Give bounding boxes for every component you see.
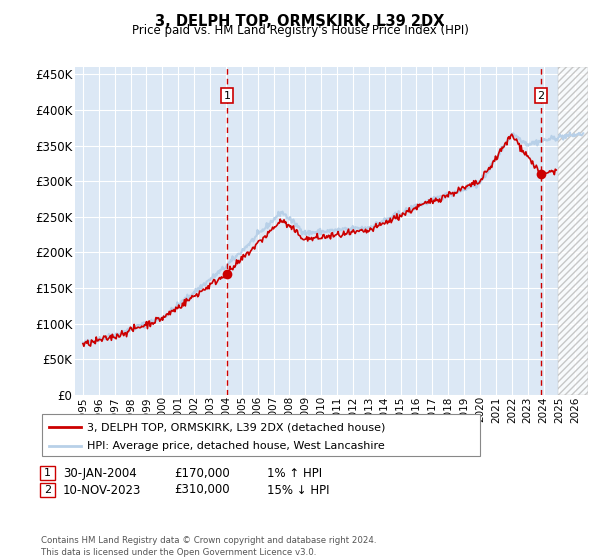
Text: 3, DELPH TOP, ORMSKIRK, L39 2DX (detached house): 3, DELPH TOP, ORMSKIRK, L39 2DX (detache…: [87, 422, 385, 432]
Text: 30-JAN-2004: 30-JAN-2004: [63, 466, 137, 480]
Text: Contains HM Land Registry data © Crown copyright and database right 2024.
This d: Contains HM Land Registry data © Crown c…: [41, 536, 376, 557]
Text: 15% ↓ HPI: 15% ↓ HPI: [267, 483, 329, 497]
Text: 10-NOV-2023: 10-NOV-2023: [63, 483, 142, 497]
Bar: [558, 67, 588, 395]
Text: 2: 2: [44, 485, 51, 495]
Text: 1: 1: [224, 91, 230, 101]
Text: £310,000: £310,000: [174, 483, 230, 497]
Text: 3, DELPH TOP, ORMSKIRK, L39 2DX: 3, DELPH TOP, ORMSKIRK, L39 2DX: [155, 14, 445, 29]
Text: 1: 1: [44, 468, 51, 478]
Text: HPI: Average price, detached house, West Lancashire: HPI: Average price, detached house, West…: [87, 441, 385, 451]
Text: £170,000: £170,000: [174, 466, 230, 480]
Text: Price paid vs. HM Land Registry's House Price Index (HPI): Price paid vs. HM Land Registry's House …: [131, 24, 469, 37]
Text: 1% ↑ HPI: 1% ↑ HPI: [267, 466, 322, 480]
Text: 2: 2: [538, 91, 545, 101]
